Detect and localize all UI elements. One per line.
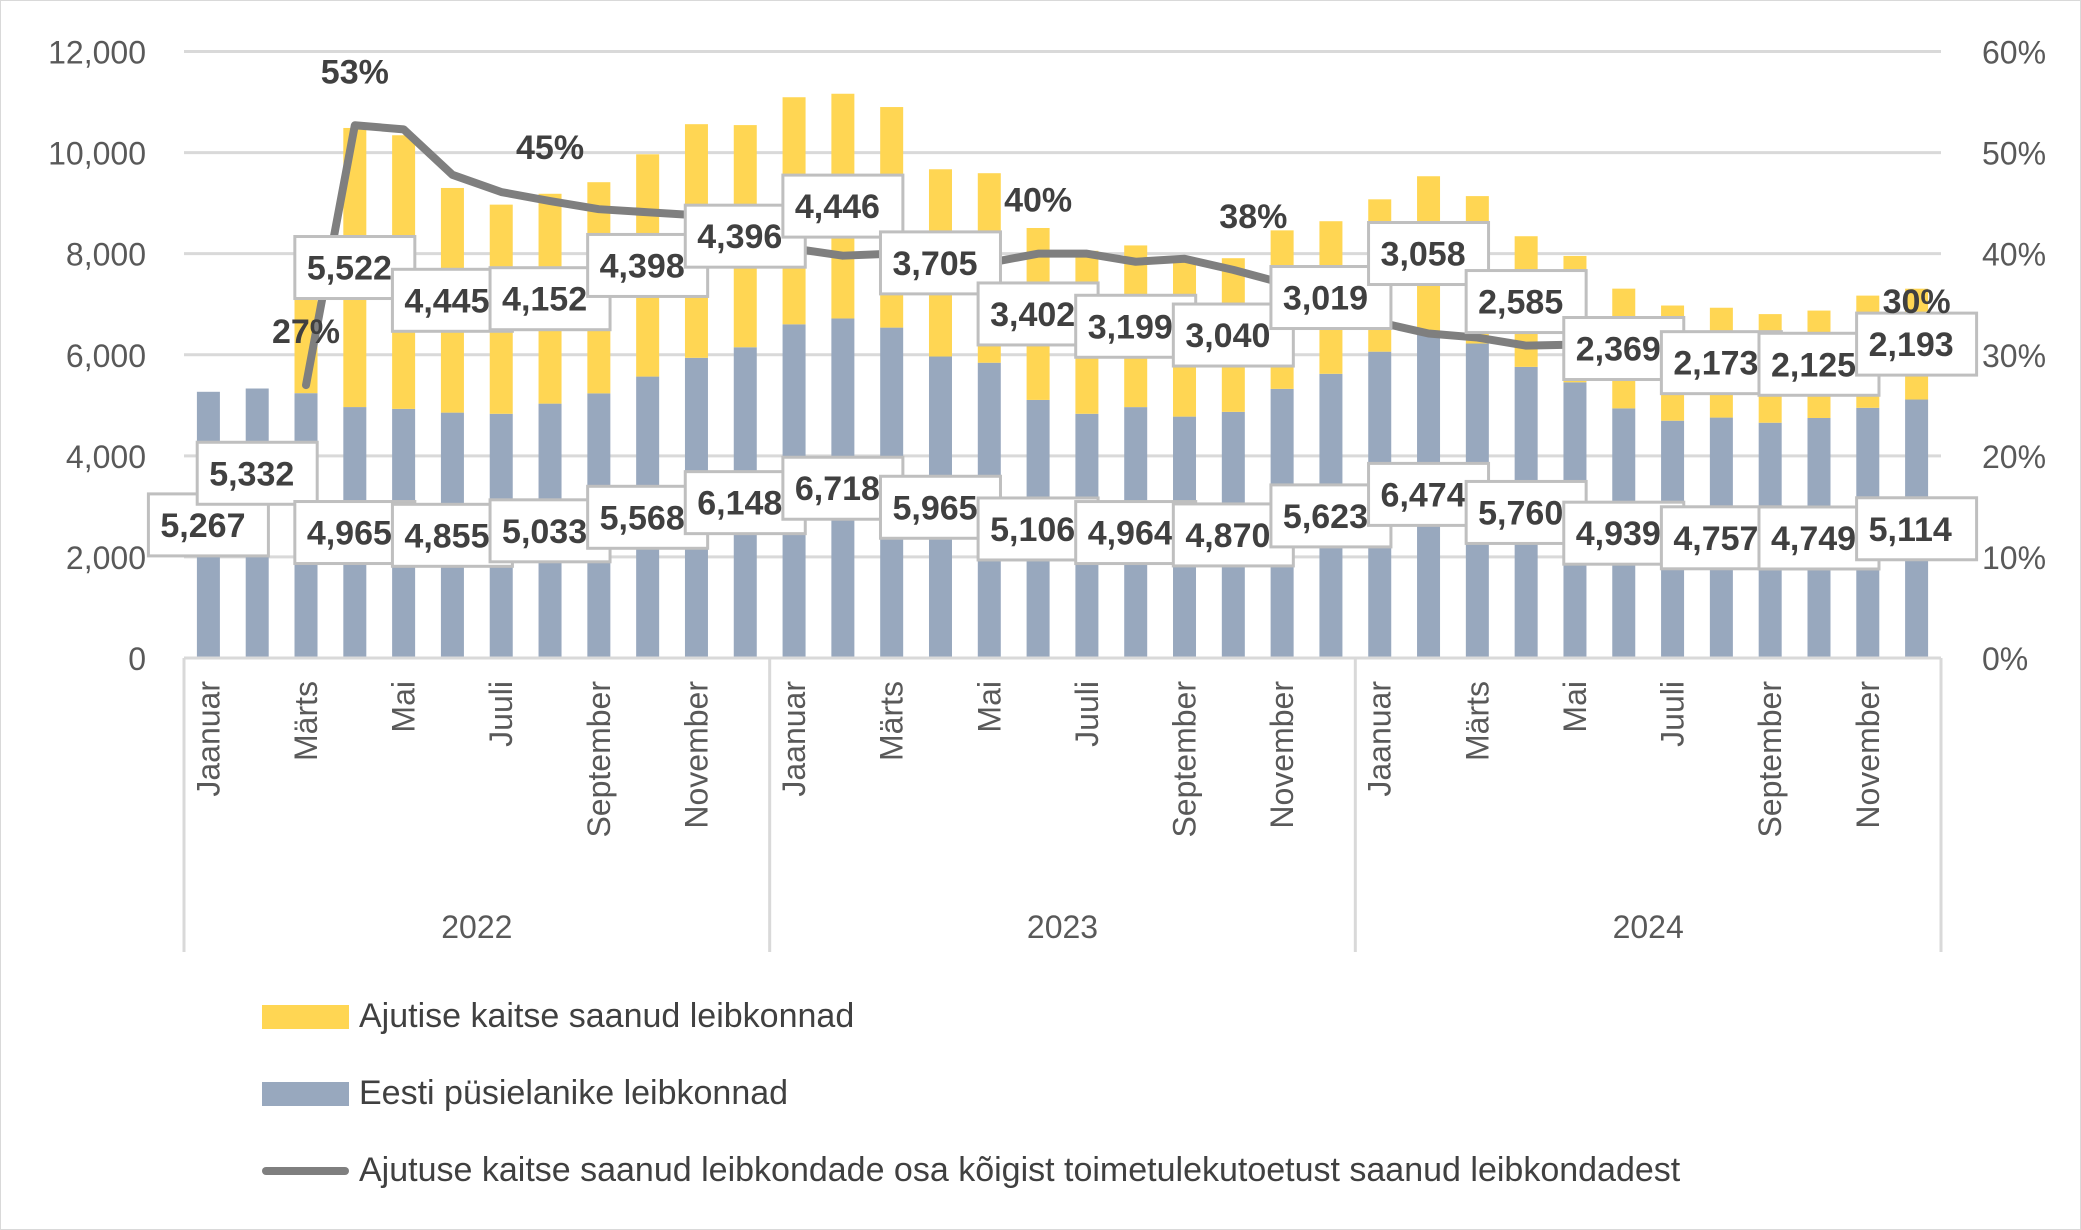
- data-label-residents: 5,033: [502, 513, 587, 551]
- data-label-temporary-protection: 2,585: [1478, 284, 1563, 322]
- month-label: Juuli: [483, 681, 519, 747]
- legend-line-marker: [262, 1166, 349, 1175]
- data-label-share: 27%: [272, 313, 340, 351]
- legend-label: Eesti püsielanike leibkonnad: [359, 1074, 789, 1112]
- data-label-residents: 5,623: [1283, 498, 1368, 536]
- y-right-tick-label: 50%: [1982, 136, 2046, 172]
- month-label: Jaanuar: [1362, 681, 1398, 797]
- y-left-tick-label: 0: [128, 641, 146, 677]
- y-left-tick-label: 10,000: [48, 136, 146, 172]
- data-label-share: 38%: [1219, 198, 1287, 236]
- data-label-residents: 5,106: [990, 511, 1075, 549]
- data-label-temporary-protection: 3,199: [1088, 308, 1173, 346]
- year-label: 2022: [441, 909, 512, 945]
- data-label-residents-box: [1855, 496, 1979, 562]
- y-left-tick-label: 8,000: [66, 237, 146, 273]
- data-label-residents-box: [781, 455, 905, 521]
- month-label: September: [581, 681, 617, 838]
- y-right-tick-label: 40%: [1982, 237, 2046, 273]
- y-left-tick-label: 2,000: [66, 540, 146, 576]
- data-label-temporary-protection: 2,193: [1869, 326, 1954, 364]
- legend-item-residents: Eesti püsielanike leibkonnad: [262, 1074, 788, 1113]
- month-label: Mai: [1557, 681, 1593, 733]
- data-label-temporary-protection: 3,402: [990, 296, 1075, 334]
- legend-item-share-line: Ajutuse kaitse saanud leibkondade osa kõ…: [262, 1151, 1680, 1190]
- data-label-residents: 4,965: [307, 515, 392, 553]
- month-label: September: [1752, 681, 1788, 838]
- data-label-residents: 5,114: [1869, 511, 1952, 549]
- data-label-temporary-protection: 4,398: [600, 247, 685, 285]
- chart-svg: 0 0% 2,000 10% 4,000 20% 6,000 30% 8,000 40% 10,00…: [48, 35, 2046, 952]
- data-label-temporary-protection: 4,396: [697, 218, 782, 256]
- data-label-temporary-protection: 2,173: [1673, 345, 1758, 383]
- month-label: Märts: [874, 681, 910, 761]
- data-label-temporary-protection: 4,445: [404, 282, 489, 320]
- data-label-residents: 6,474: [1381, 476, 1466, 514]
- data-label-residents: 6,718: [795, 470, 880, 508]
- legend-label: Ajutuse kaitse saanud leibkondade osa kõ…: [359, 1151, 1681, 1189]
- data-label-temporary-protection: 3,058: [1381, 236, 1466, 274]
- month-label: Juuli: [1069, 681, 1105, 747]
- data-label-share: 40%: [1004, 182, 1072, 220]
- month-label: September: [1167, 681, 1203, 838]
- data-label-residents: 5,332: [209, 455, 294, 493]
- legend-swatch-yellow: [262, 1004, 349, 1029]
- data-label-residents: 4,870: [1185, 517, 1270, 555]
- data-label-temporary-protection: 4,152: [502, 281, 587, 319]
- data-label-residents: 5,568: [600, 499, 685, 537]
- data-label-temporary-protection: 3,019: [1283, 280, 1368, 318]
- data-label-temporary-protection: 3,705: [892, 245, 977, 283]
- month-label: Märts: [288, 681, 324, 761]
- data-label-temporary-protection-box: [781, 173, 905, 239]
- data-label-share: 45%: [516, 129, 584, 167]
- data-label-temporary-protection: 3,040: [1185, 317, 1270, 355]
- legend-label: Ajutise kaitse saanud leibkonnad: [359, 997, 855, 1035]
- year-label: 2024: [1613, 909, 1684, 945]
- year-label: 2023: [1027, 909, 1098, 945]
- data-label-residents: 6,148: [697, 485, 782, 523]
- data-label-residents: 4,855: [404, 517, 489, 555]
- data-label-temporary-protection: 2,125: [1771, 346, 1856, 384]
- data-label-share: 53%: [321, 53, 389, 91]
- legend-swatch-blue: [262, 1081, 349, 1106]
- month-label: Mai: [971, 681, 1007, 733]
- data-label-temporary-protection: 5,522: [307, 250, 392, 288]
- data-label-residents: 5,267: [160, 507, 245, 545]
- month-label: Mai: [386, 681, 422, 733]
- data-label-residents: 4,939: [1576, 515, 1661, 553]
- y-right-tick-label: 0%: [1982, 641, 2028, 677]
- y-right-tick-label: 60%: [1982, 35, 2046, 71]
- month-label: November: [1264, 681, 1300, 829]
- month-label: Märts: [1459, 681, 1495, 761]
- month-label: Jaanuar: [776, 681, 812, 797]
- data-label-residents: 5,965: [892, 489, 977, 527]
- month-label: Jaanuar: [190, 681, 226, 797]
- data-label-share: 30%: [1883, 283, 1951, 321]
- data-label-residents: 5,760: [1478, 494, 1563, 532]
- month-label: Juuli: [1655, 681, 1691, 747]
- data-label-residents: 4,757: [1673, 520, 1758, 558]
- y-right-tick-label: 20%: [1982, 439, 2046, 475]
- data-label-residents: 4,964: [1088, 515, 1173, 553]
- month-label: November: [1850, 681, 1886, 829]
- y-left-tick-label: 4,000: [66, 439, 146, 475]
- data-label-temporary-protection: 2,369: [1576, 331, 1661, 369]
- y-left-tick-label: 6,000: [66, 338, 146, 374]
- y-left-tick-label: 12,000: [48, 35, 146, 71]
- month-label: November: [678, 681, 714, 829]
- data-label-residents-box: [195, 440, 319, 506]
- data-label-temporary-protection-box: [1855, 311, 1979, 377]
- data-label-temporary-protection: 4,446: [795, 188, 880, 226]
- data-label-residents: 4,749: [1771, 520, 1856, 558]
- y-right-tick-label: 10%: [1982, 540, 2046, 576]
- y-right-tick-label: 30%: [1982, 338, 2046, 374]
- legend-item-temporary-protection: Ajutise kaitse saanud leibkonnad: [262, 997, 854, 1036]
